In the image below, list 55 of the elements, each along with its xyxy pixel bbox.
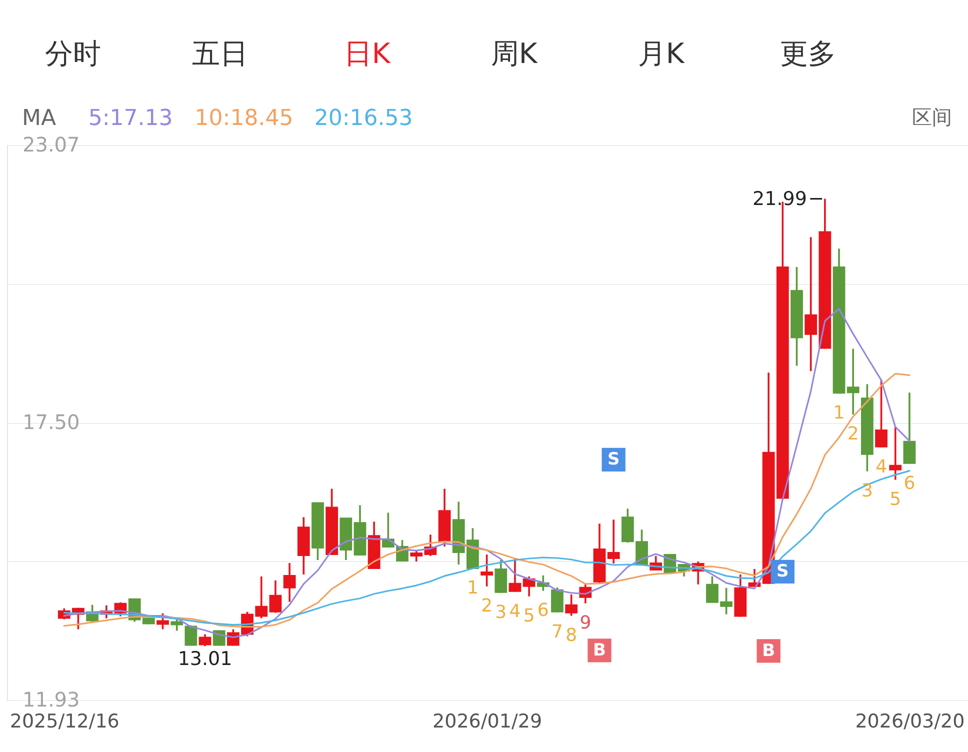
candlestick <box>156 612 169 630</box>
candlestick <box>283 562 296 603</box>
text: 5:17.13 <box>88 106 173 131</box>
x-tick-label: 2026/01/29 <box>432 710 542 732</box>
annotation: 1 <box>833 402 845 424</box>
text: 20:16.53 <box>314 106 413 131</box>
annotation: S <box>776 562 789 582</box>
annotation: 8 <box>566 624 578 646</box>
annotation: 3 <box>861 480 873 502</box>
legend-title: MA <box>22 106 56 131</box>
text: 10:18.45 <box>194 106 294 131</box>
annotation: 2 <box>847 424 859 445</box>
annotation: 5 <box>523 605 535 626</box>
annotation: 21.99 <box>752 188 807 210</box>
annotation: 13.01 <box>178 648 232 670</box>
annotation: 7 <box>552 621 563 642</box>
x-tick-label: 2026/03/20 <box>855 710 965 732</box>
candlestick <box>170 618 184 632</box>
candlestick <box>508 557 522 593</box>
annotation: S <box>607 450 620 470</box>
text: 区间 <box>912 105 952 129</box>
x-tick-label: 2025/12/16 <box>10 710 120 732</box>
candlestick <box>494 559 508 594</box>
annotation: 9 <box>580 612 592 634</box>
annotation: 5 <box>890 488 902 510</box>
candlestick <box>184 624 198 647</box>
candlestick <box>480 554 493 588</box>
candlestick <box>903 392 916 465</box>
y-tick-label: 11.93 <box>22 688 80 712</box>
candlestick <box>875 378 888 448</box>
annotation: 1 <box>466 577 478 598</box>
y-tick-label: 23.07 <box>22 132 80 156</box>
candlestick <box>565 593 578 617</box>
candlestick <box>889 426 902 481</box>
text: 更多 <box>780 37 836 70</box>
candlestick <box>198 633 212 648</box>
annotation: B <box>593 640 606 660</box>
candlestick <box>551 586 564 614</box>
text: 周K <box>490 37 538 70</box>
annotation: B <box>762 640 776 661</box>
candlestick <box>846 348 860 416</box>
annotation: 3 <box>495 602 507 623</box>
annotation: 6 <box>537 600 549 621</box>
candlestick <box>269 580 282 614</box>
annotation: 6 <box>904 472 916 494</box>
annotation: 4 <box>876 456 888 478</box>
text: 月K <box>638 37 685 70</box>
text: 日K <box>344 37 391 70</box>
text: 分时 <box>45 37 101 70</box>
annotation: 2 <box>481 595 493 616</box>
candlestick <box>522 576 536 598</box>
y-tick-label: 17.50 <box>22 410 80 434</box>
candlestick <box>607 518 620 564</box>
annotation: 4 <box>509 600 521 622</box>
text: 五日 <box>192 37 248 70</box>
